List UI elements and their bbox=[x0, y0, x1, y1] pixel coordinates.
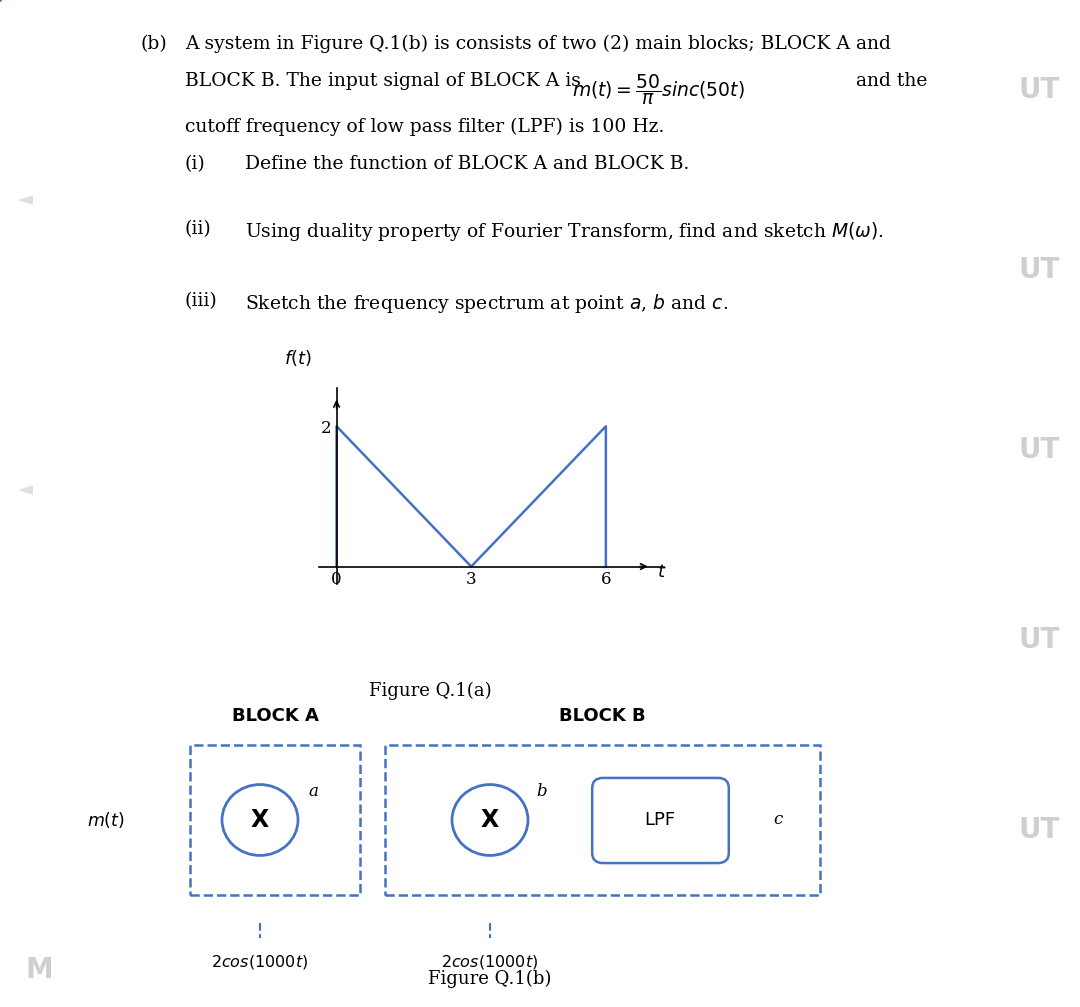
Y-axis label: $f(t)$: $f(t)$ bbox=[284, 348, 312, 369]
Text: $m(t) = \dfrac{50}{\pi}sinc(50t)$: $m(t) = \dfrac{50}{\pi}sinc(50t)$ bbox=[572, 71, 745, 107]
Text: BLOCK B. The input signal of BLOCK A is: BLOCK B. The input signal of BLOCK A is bbox=[185, 71, 586, 90]
Text: UT: UT bbox=[1018, 256, 1059, 284]
Text: Sketch the frequency spectrum at point $a$, $b$ and $c$.: Sketch the frequency spectrum at point $… bbox=[245, 292, 728, 315]
Text: ◄: ◄ bbox=[18, 480, 33, 499]
Text: Figure Q.1(a): Figure Q.1(a) bbox=[368, 682, 491, 700]
Text: A system in Figure Q.1(b) is consists of two (2) main blocks; BLOCK A and: A system in Figure Q.1(b) is consists of… bbox=[185, 35, 891, 53]
Text: X: X bbox=[251, 808, 269, 832]
Text: a: a bbox=[308, 783, 318, 800]
Text: ◄: ◄ bbox=[18, 190, 33, 209]
Text: UT: UT bbox=[1018, 436, 1059, 464]
Text: cutoff frequency of low pass filter (LPF) is 100 Hz.: cutoff frequency of low pass filter (LPF… bbox=[185, 118, 664, 136]
Text: UT: UT bbox=[1018, 76, 1059, 104]
Text: Using duality property of Fourier Transform, find and sketch $M(\omega)$.: Using duality property of Fourier Transf… bbox=[245, 220, 883, 243]
Circle shape bbox=[453, 784, 528, 855]
Text: M: M bbox=[25, 956, 53, 984]
Text: (iii): (iii) bbox=[185, 292, 218, 310]
Text: $2cos(1000t)$: $2cos(1000t)$ bbox=[442, 953, 539, 971]
Text: $2cos(1000t)$: $2cos(1000t)$ bbox=[212, 953, 309, 971]
Text: $t$: $t$ bbox=[657, 563, 666, 581]
Circle shape bbox=[222, 784, 298, 855]
Text: BLOCK B: BLOCK B bbox=[559, 707, 646, 725]
Text: Define the function of BLOCK A and BLOCK B.: Define the function of BLOCK A and BLOCK… bbox=[245, 155, 689, 173]
Text: UT: UT bbox=[1018, 626, 1059, 654]
Text: $m(t)$: $m(t)$ bbox=[87, 810, 125, 830]
Text: BLOCK A: BLOCK A bbox=[231, 707, 319, 725]
FancyBboxPatch shape bbox=[592, 778, 729, 863]
Text: UT: UT bbox=[1018, 816, 1059, 844]
Text: LPF: LPF bbox=[645, 811, 676, 829]
Text: X: X bbox=[481, 808, 499, 832]
Text: Figure Q.1(b): Figure Q.1(b) bbox=[429, 970, 552, 988]
Text: and the: and the bbox=[850, 71, 928, 90]
Text: (ii): (ii) bbox=[185, 220, 212, 238]
Text: c: c bbox=[773, 812, 782, 829]
Text: b: b bbox=[536, 783, 546, 800]
Text: (b): (b) bbox=[140, 35, 166, 53]
Text: (i): (i) bbox=[185, 155, 206, 173]
